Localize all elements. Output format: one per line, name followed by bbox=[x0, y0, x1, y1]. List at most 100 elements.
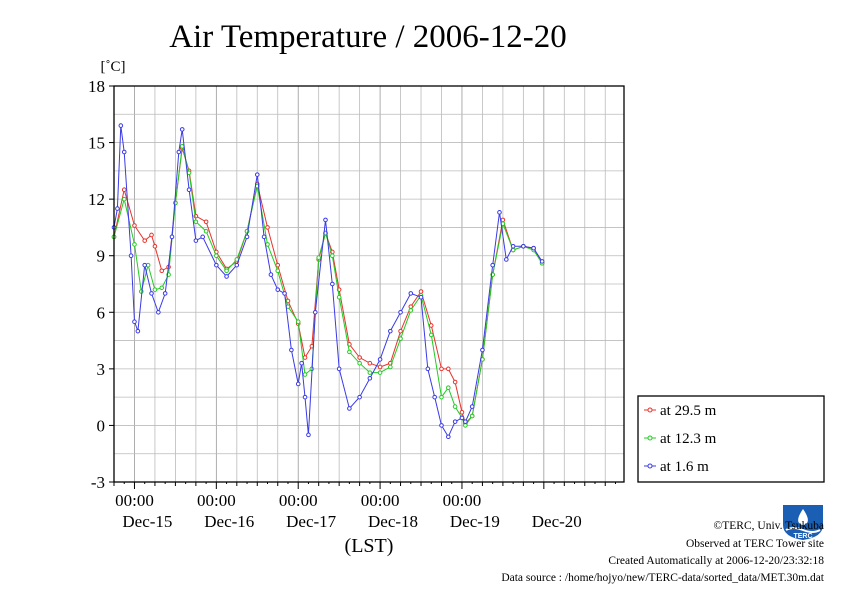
data-point bbox=[224, 268, 229, 274]
series-2 bbox=[111, 123, 545, 440]
data-point bbox=[357, 360, 362, 366]
data-point bbox=[295, 381, 301, 387]
series-layer bbox=[111, 123, 545, 440]
data-point bbox=[275, 268, 281, 274]
x-tick-day-label: Dec-19 bbox=[450, 512, 500, 531]
data-point bbox=[234, 262, 240, 268]
y-tick-label: -3 bbox=[91, 473, 105, 492]
data-point bbox=[302, 372, 308, 377]
x-tick-day-label: Dec-17 bbox=[286, 512, 337, 531]
data-point bbox=[539, 259, 545, 264]
data-point bbox=[132, 319, 137, 325]
y-tick-label: 6 bbox=[97, 303, 106, 322]
legend-label: at 29.5 m bbox=[660, 403, 717, 419]
data-point bbox=[459, 409, 465, 415]
data-point bbox=[398, 309, 403, 315]
logo-wave bbox=[785, 527, 821, 533]
data-point bbox=[398, 336, 403, 341]
legend: at 29.5 m at 12.3 m at 1.6 m bbox=[637, 395, 825, 483]
data-point bbox=[132, 242, 137, 247]
grid-lines bbox=[113, 85, 624, 483]
legend-marker bbox=[647, 407, 653, 413]
data-point bbox=[490, 262, 495, 268]
data-point bbox=[418, 289, 424, 294]
data-point bbox=[510, 243, 516, 249]
footer-created: Created Automatically at 2006-12-20/23:3… bbox=[608, 555, 824, 567]
data-point bbox=[323, 217, 328, 223]
data-point bbox=[254, 172, 260, 177]
legend-label: at 1.6 m bbox=[660, 459, 709, 475]
data-point bbox=[302, 355, 308, 360]
data-point bbox=[463, 423, 468, 428]
data-point bbox=[224, 274, 229, 279]
data-point bbox=[531, 245, 536, 251]
data-point bbox=[244, 234, 250, 240]
data-point bbox=[306, 432, 311, 438]
data-point bbox=[128, 253, 134, 259]
data-point bbox=[289, 347, 294, 353]
data-point bbox=[446, 434, 451, 440]
data-point bbox=[446, 385, 451, 391]
data-point bbox=[152, 287, 158, 292]
data-point bbox=[152, 243, 158, 249]
x-tick-time-label: 00:00 bbox=[115, 491, 154, 510]
y-axis-unit: [˚C] bbox=[101, 59, 126, 75]
data-point bbox=[115, 206, 120, 211]
footer-source: Data source : /home/hojyo/new/TERC-data/… bbox=[501, 572, 824, 584]
data-point bbox=[446, 366, 451, 372]
legend-box bbox=[637, 395, 825, 483]
data-point bbox=[504, 257, 509, 262]
data-point bbox=[203, 219, 209, 225]
y-tick-label: 3 bbox=[97, 360, 106, 379]
data-point bbox=[142, 262, 148, 268]
data-point bbox=[388, 364, 393, 370]
series-line bbox=[113, 125, 543, 438]
data-point bbox=[428, 323, 434, 328]
data-point bbox=[275, 287, 281, 292]
data-point bbox=[149, 291, 154, 296]
data-point bbox=[459, 415, 465, 421]
data-point bbox=[452, 379, 458, 385]
data-point bbox=[302, 394, 308, 400]
data-point bbox=[418, 294, 424, 300]
data-point bbox=[336, 366, 342, 372]
data-point bbox=[480, 347, 485, 353]
legend-marker bbox=[647, 463, 653, 469]
y-tick-label: 18 bbox=[88, 77, 105, 96]
data-point bbox=[176, 149, 182, 155]
x-axis-label: (LST) bbox=[345, 535, 394, 557]
data-point bbox=[408, 308, 414, 313]
data-point bbox=[357, 355, 362, 360]
data-point bbox=[316, 255, 321, 260]
data-point bbox=[452, 419, 458, 424]
data-point bbox=[193, 219, 199, 225]
data-point bbox=[118, 123, 124, 128]
data-point bbox=[312, 309, 318, 315]
footer-observed: Observed at TERC Tower site bbox=[685, 538, 824, 550]
data-point bbox=[159, 285, 165, 291]
data-point bbox=[135, 328, 141, 334]
data-point bbox=[179, 127, 185, 132]
data-point bbox=[367, 375, 373, 381]
data-point bbox=[377, 370, 383, 375]
x-tick-time-label: 00:00 bbox=[443, 491, 482, 510]
data-point bbox=[377, 357, 383, 362]
data-point bbox=[497, 210, 502, 215]
data-point bbox=[214, 253, 219, 259]
data-point bbox=[367, 370, 373, 375]
data-point bbox=[425, 366, 431, 372]
data-point bbox=[439, 423, 444, 428]
data-point bbox=[330, 281, 335, 287]
data-point bbox=[521, 243, 526, 249]
data-point bbox=[500, 217, 506, 223]
x-tick-time-label: 00:00 bbox=[361, 491, 400, 510]
data-point bbox=[132, 223, 137, 228]
x-tick-day-label: Dec-20 bbox=[532, 512, 582, 531]
chart-title: Air Temperature / 2006-12-20 bbox=[169, 19, 567, 55]
y-tick-label: 15 bbox=[88, 134, 105, 153]
data-point bbox=[295, 319, 301, 325]
data-point bbox=[463, 419, 468, 424]
data-point bbox=[203, 228, 209, 234]
data-point bbox=[377, 364, 383, 370]
